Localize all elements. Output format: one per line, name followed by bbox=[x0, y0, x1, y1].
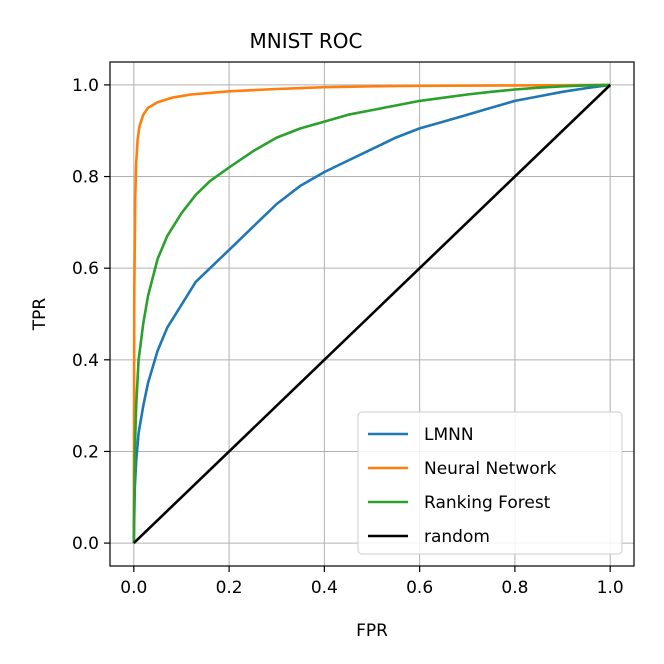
series-line-random bbox=[132, 83, 612, 545]
x-tick-label: 0.6 bbox=[406, 578, 433, 598]
series-line-lmnn bbox=[132, 83, 611, 544]
y-tick-label: 0.2 bbox=[72, 442, 99, 462]
legend-label-random: random bbox=[424, 527, 490, 547]
y-tick-label: 0.8 bbox=[72, 168, 99, 188]
x-axis-label: FPR bbox=[356, 621, 388, 641]
legend: LMNN Neural Network Ranking Forest random bbox=[357, 411, 623, 555]
series-line-neural-network bbox=[132, 83, 611, 544]
x-tick-label: 0.0 bbox=[120, 578, 147, 598]
y-tick-label: 0.6 bbox=[72, 259, 99, 279]
plot-series bbox=[132, 83, 612, 545]
x-tick-label: 0.2 bbox=[216, 578, 243, 598]
legend-label-ranking-forest: Ranking Forest bbox=[424, 493, 551, 513]
x-tick-label: 0.8 bbox=[501, 578, 528, 598]
y-axis-label: TPR bbox=[30, 298, 50, 332]
y-tick-label: 0.0 bbox=[72, 534, 99, 554]
plot-frame bbox=[109, 61, 635, 567]
legend-label-neural-network: Neural Network bbox=[424, 459, 557, 479]
series-line-ranking-forest bbox=[132, 83, 611, 544]
legend-label-lmnn: LMNN bbox=[424, 425, 474, 445]
y-tick-label: 1.0 bbox=[72, 76, 99, 96]
y-tick-label: 0.4 bbox=[72, 351, 99, 371]
grid-lines bbox=[110, 62, 634, 566]
axis-ticks: 0.0 0.2 0.4 0.6 0.8 1.0 0.0 0.2 0.4 0.6 0.8 1.0 bbox=[72, 76, 624, 598]
x-tick-label: 0.4 bbox=[311, 578, 338, 598]
chart-title: MNIST ROC bbox=[250, 29, 363, 53]
x-tick-label: 1.0 bbox=[597, 578, 624, 598]
legend-box bbox=[357, 411, 623, 555]
